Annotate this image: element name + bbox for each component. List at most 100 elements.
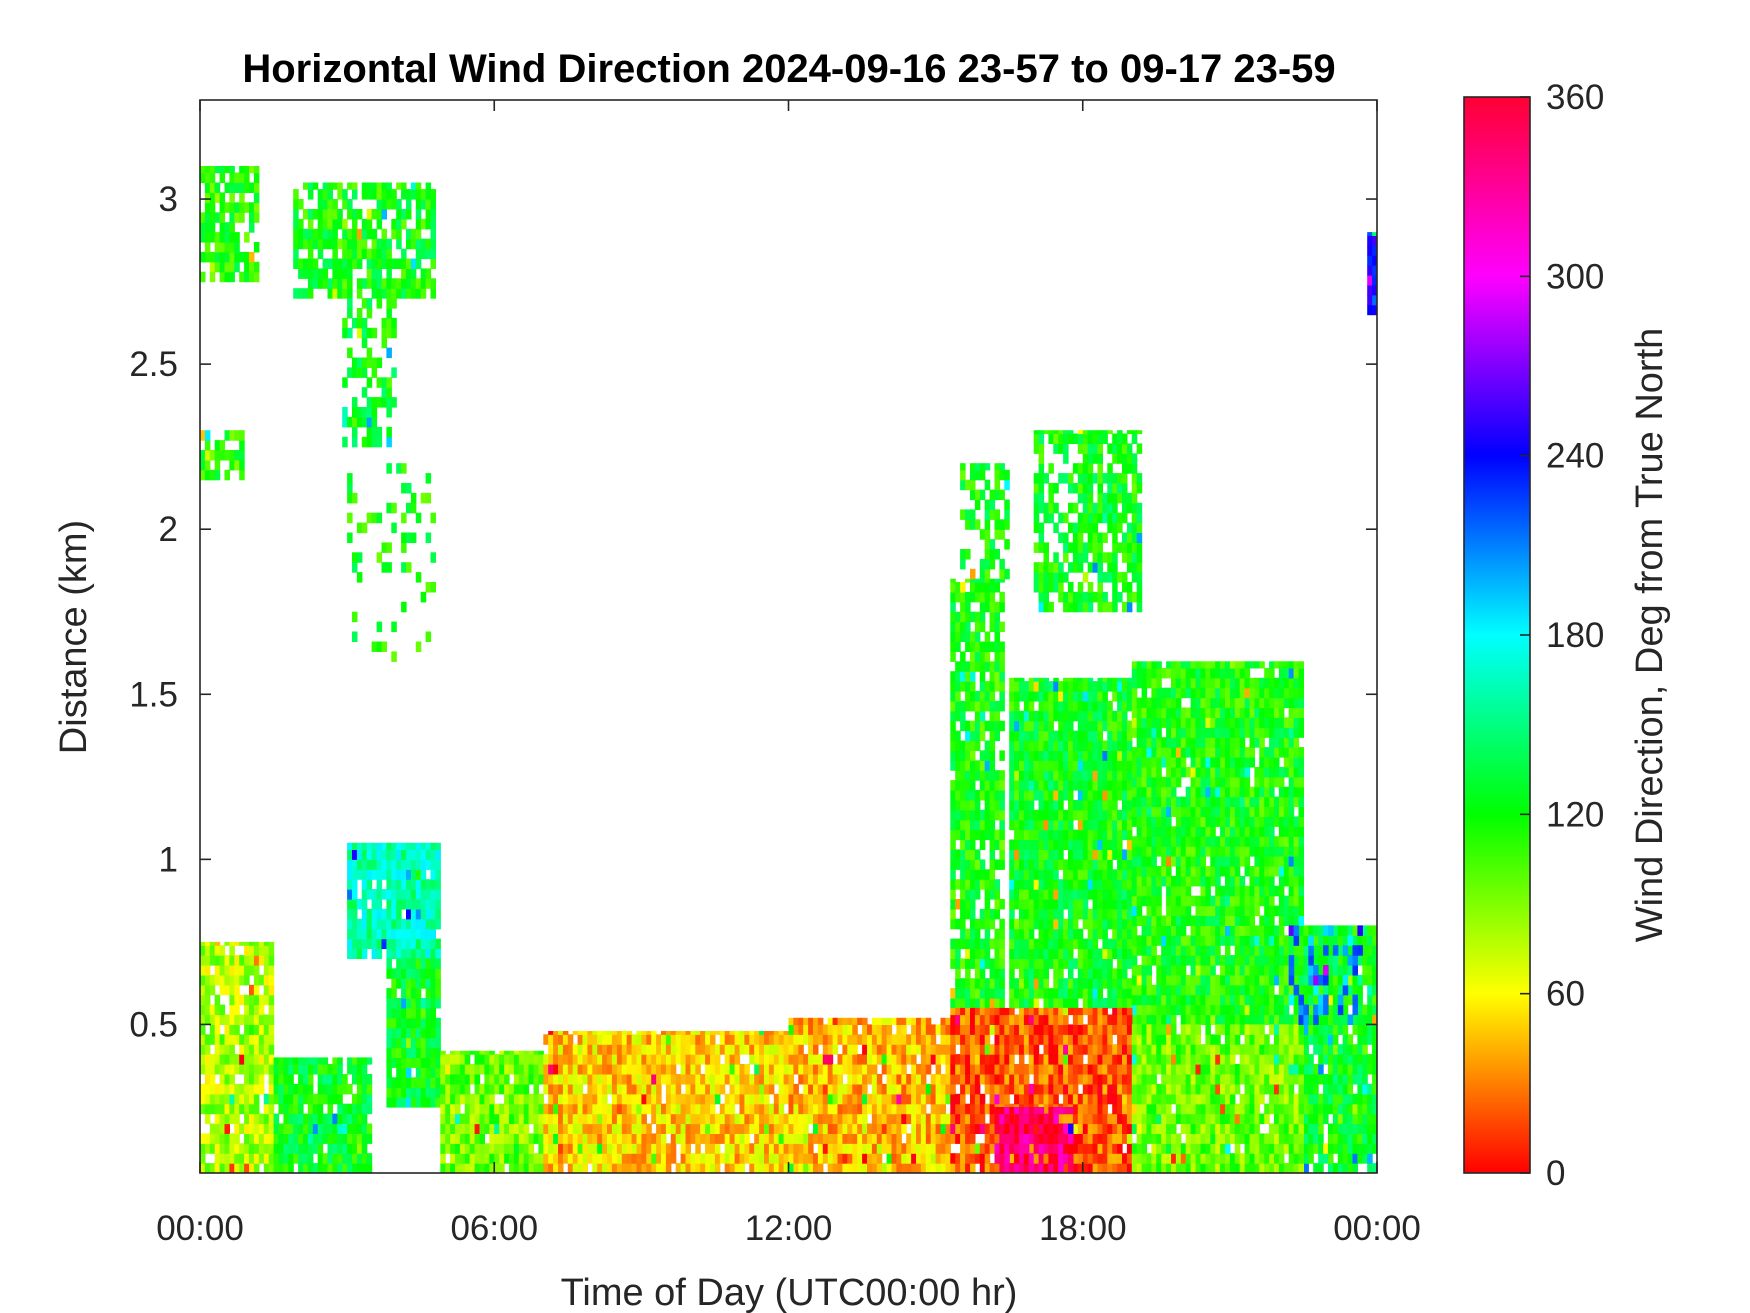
heatmap-cell [366, 918, 373, 930]
heatmap-cell [1048, 918, 1054, 930]
heatmap-cell [577, 1143, 584, 1154]
heatmap-cell [1028, 790, 1035, 801]
heatmap-cell [268, 1113, 275, 1125]
heatmap-cell [764, 1074, 770, 1085]
heatmap-cell [626, 1064, 633, 1075]
heatmap-cell [695, 1143, 701, 1154]
heatmap-cell [1195, 965, 1201, 976]
heatmap-cell [685, 1031, 691, 1035]
heatmap-cell [1033, 908, 1040, 920]
heatmap-cell [1043, 908, 1049, 920]
heatmap-cell [347, 908, 353, 920]
heatmap-cell [366, 938, 373, 950]
heatmap-cell [1146, 905, 1152, 917]
heatmap-cell [1063, 430, 1069, 435]
heatmap-cell [386, 298, 392, 309]
heatmap-cell [386, 859, 392, 870]
heatmap-cell [430, 879, 436, 890]
heatmap-cell [1087, 750, 1094, 761]
heatmap-cell [960, 582, 966, 593]
heatmap-cell [1190, 875, 1197, 887]
heatmap-cell [209, 172, 216, 184]
heatmap-cell [1146, 935, 1152, 946]
heatmap-cell [891, 1044, 897, 1055]
heatmap-cell [607, 1143, 613, 1154]
heatmap-cell [1190, 816, 1197, 827]
heatmap-cell [567, 1153, 574, 1164]
heatmap-cell [263, 1034, 270, 1045]
heatmap-cell [1156, 1004, 1162, 1016]
heatmap-cell [989, 799, 996, 811]
heatmap-cell [224, 955, 230, 966]
heatmap-cell [1112, 948, 1118, 959]
heatmap-cell [1107, 681, 1113, 692]
heatmap-cell [719, 1034, 726, 1045]
heatmap-cell [665, 1163, 672, 1173]
heatmap-cell [1058, 899, 1064, 910]
heatmap-cell [1014, 799, 1020, 811]
heatmap-cell [935, 1054, 942, 1065]
heatmap-cell [1156, 667, 1162, 679]
heatmap-cell [1175, 697, 1182, 709]
heatmap-cell [710, 1083, 716, 1095]
heatmap-cell [234, 242, 240, 253]
heatmap-cell [469, 1163, 476, 1173]
heatmap-cell [641, 1103, 647, 1115]
heatmap-cell [214, 450, 221, 461]
heatmap-cell [415, 842, 422, 850]
heatmap-cell [817, 1143, 824, 1154]
heatmap-cell [965, 948, 971, 959]
heatmap-cell [229, 1054, 235, 1065]
heatmap-cell [386, 1037, 392, 1049]
heatmap-cell [376, 621, 383, 633]
heatmap-cell [342, 248, 348, 260]
heatmap-cell [611, 1083, 618, 1095]
heatmap-cell [219, 1143, 226, 1154]
heatmap-cell [322, 228, 329, 240]
heatmap-cell [965, 509, 971, 520]
heatmap-cell [1190, 984, 1197, 996]
heatmap-cell [1185, 895, 1192, 907]
heatmap-cell [425, 978, 432, 989]
heatmap-cell [1043, 582, 1049, 593]
heatmap-cell [1087, 720, 1094, 732]
heatmap-cell [1043, 978, 1049, 989]
heatmap-cell [562, 1153, 569, 1164]
heatmap-cell [543, 1054, 549, 1065]
heatmap-cell [611, 1054, 618, 1065]
heatmap-cell [592, 1153, 598, 1164]
heatmap-cell [401, 182, 407, 190]
heatmap-cell [1077, 740, 1084, 751]
heatmap-cell [239, 1034, 245, 1045]
heatmap-cell [876, 1083, 883, 1095]
heatmap-cell [558, 1113, 564, 1125]
heatmap-cell [616, 1064, 623, 1075]
heatmap-cell [356, 367, 363, 378]
heatmap-cell [783, 1074, 790, 1085]
heatmap-cell [611, 1103, 618, 1115]
heatmap-cell [406, 1037, 412, 1049]
heatmap-cell [386, 347, 392, 359]
heatmap-cell [386, 258, 392, 269]
heatmap-cell [984, 790, 991, 801]
heatmap-cell [1131, 1004, 1138, 1016]
heatmap-cell [396, 1067, 402, 1078]
heatmap-cell [1077, 750, 1084, 761]
heatmap-cell [1180, 806, 1187, 817]
heatmap-cell [994, 578, 1000, 583]
heatmap-cell [322, 1153, 329, 1164]
heatmap-cell [911, 1054, 917, 1065]
heatmap-cell [401, 248, 407, 260]
heatmap-cell [1107, 859, 1113, 870]
heatmap-cell [920, 1074, 927, 1085]
heatmap-cell [1200, 955, 1206, 966]
heatmap-cell [312, 1133, 319, 1144]
heatmap-cell [979, 641, 986, 652]
heatmap-cell [881, 1064, 888, 1075]
heatmap-cell [1156, 846, 1162, 857]
heatmap-cell [356, 1133, 363, 1144]
heatmap-cell [420, 1077, 427, 1088]
heatmap-cell [229, 1083, 235, 1095]
heatmap-cell [509, 1163, 515, 1173]
heatmap-cell [950, 681, 956, 692]
